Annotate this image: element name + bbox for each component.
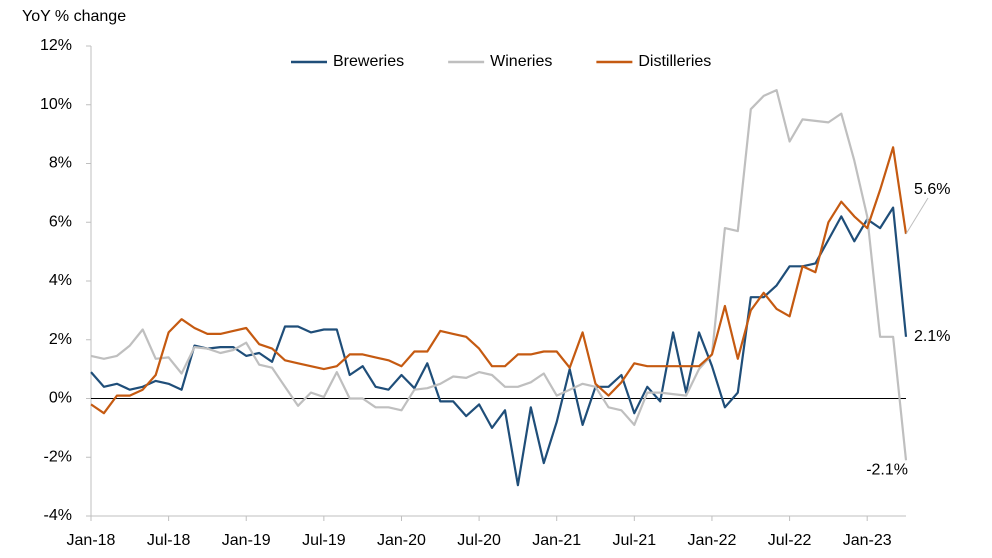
x-tick-label: Jan-21: [532, 532, 581, 549]
data-label: 5.6%: [914, 181, 950, 198]
x-tick-label: Jul-20: [457, 532, 501, 549]
series-line: [90, 89, 908, 461]
y-tick-label: 8%: [49, 155, 72, 172]
x-tick-label: Jul-21: [613, 532, 657, 549]
x-tick-label: Jul-18: [147, 532, 191, 549]
y-tick-label: 2%: [49, 331, 72, 348]
y-tick-label: 12%: [40, 37, 72, 54]
legend-label: Distilleries: [638, 53, 711, 70]
y-tick-label: -2%: [44, 448, 72, 465]
legend-label: Breweries: [333, 53, 404, 70]
y-tick-label: 4%: [49, 272, 72, 289]
x-tick-label: Jan-19: [222, 532, 271, 549]
y-tick-label: 0%: [49, 390, 72, 407]
series-line: [90, 146, 908, 415]
y-tick-label: -4%: [44, 507, 72, 524]
x-tick-label: Jan-20: [377, 532, 426, 549]
x-tick-label: Jan-22: [687, 532, 736, 549]
y-axis-title: YoY % change: [22, 8, 126, 25]
x-tick-label: Jul-22: [768, 532, 812, 549]
legend-label: Wineries: [490, 53, 552, 70]
y-tick-label: 6%: [49, 213, 72, 230]
series-line: [90, 206, 908, 487]
x-tick-label: Jan-23: [843, 532, 892, 549]
data-label: 2.1%: [914, 328, 950, 345]
x-tick-label: Jan-18: [67, 532, 116, 549]
leader-line: [905, 197, 929, 235]
data-label: -2.1%: [866, 461, 908, 478]
y-tick-label: 10%: [40, 96, 72, 113]
x-tick-label: Jul-19: [302, 532, 346, 549]
